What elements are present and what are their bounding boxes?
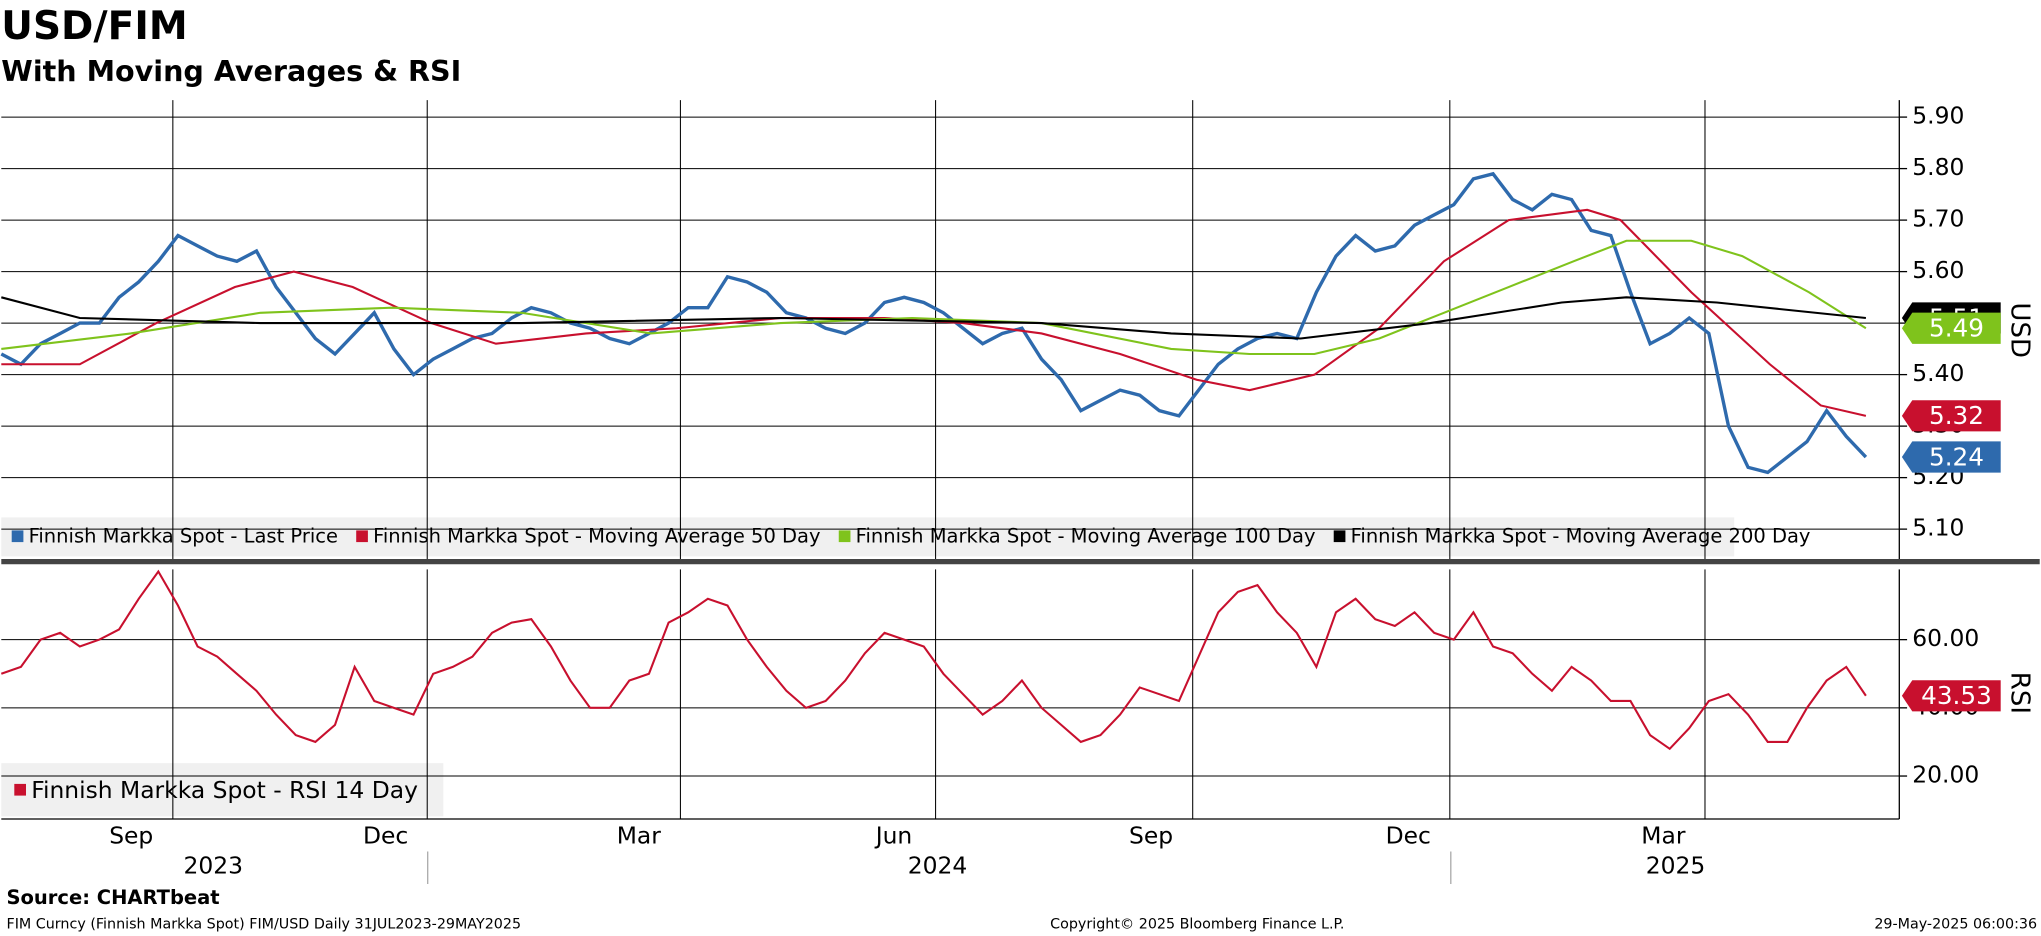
year-label: 2025 — [1646, 852, 1706, 880]
x-tick-label: Dec — [1386, 822, 1431, 850]
series-line — [1, 296, 1866, 340]
x-tick-label: Jun — [874, 822, 913, 850]
y-tick-label: 5.90 — [1912, 102, 1964, 130]
value-tag — [1901, 312, 2001, 344]
y-tick-label: 5.60 — [1912, 256, 1964, 284]
y-axis-label: USD — [2004, 302, 2034, 358]
year-label: 2024 — [908, 852, 968, 880]
y-tick-label: 20.00 — [1912, 761, 1979, 789]
series-line — [0, 569, 1867, 751]
y-tick-label: 5.70 — [1912, 205, 1964, 233]
x-tick-label: Mar — [617, 822, 662, 850]
legend-label: Finnish Markka Spot - Moving Average 100… — [856, 524, 1316, 547]
x-tick-label: Sep — [1129, 822, 1173, 850]
value-tag-label: 5.24 — [1929, 442, 1984, 471]
series-line — [1, 208, 1867, 417]
value-tag-label: 43.53 — [1921, 681, 1992, 710]
series-line — [0, 171, 1868, 475]
series-line — [1, 239, 1867, 356]
x-tick-label: Dec — [363, 822, 408, 850]
y-tick-label: 5.80 — [1912, 153, 1964, 181]
legend-label: Finnish Markka Spot - Moving Average 50 … — [373, 524, 820, 547]
description: FIM Curncy (Finnish Markka Spot) FIM/USD… — [7, 916, 522, 932]
y-axis-label: RSI — [2004, 672, 2034, 714]
value-tag-label: 5.32 — [1929, 401, 1984, 430]
value-tag — [1901, 680, 2001, 712]
legend-swatch — [838, 530, 851, 543]
value-tag — [1901, 400, 2001, 432]
y-tick-label: 5.40 — [1912, 359, 1964, 387]
year-label: 2023 — [184, 852, 244, 880]
copyright: Copyright© 2025 Bloomberg Finance L.P. — [1050, 916, 1344, 932]
legend-label: Finnish Markka Spot - Moving Average 200… — [1351, 524, 1811, 547]
legend-swatch — [14, 783, 26, 796]
y-tick-label: 60.00 — [1912, 624, 1979, 652]
chart-subtitle: With Moving Averages & RSI — [1, 54, 461, 88]
x-tick-label: Sep — [109, 822, 153, 850]
value-tag-label: 5.49 — [1929, 314, 1984, 343]
legend-band — [1, 763, 444, 817]
legend-swatch — [356, 530, 368, 543]
chart-title: USD/FIM — [1, 4, 187, 49]
legend-swatch — [11, 530, 24, 543]
x-tick-label: Mar — [1641, 822, 1686, 850]
source: Source: CHARTbeat — [7, 886, 220, 909]
legend-label: Finnish Markka Spot - RSI 14 Day — [31, 776, 418, 804]
y-tick-label: 5.10 — [1912, 514, 1964, 542]
timestamp: 29-May-2025 06:00:36 — [1874, 916, 2037, 932]
legend-label: Finnish Markka Spot - Last Price — [29, 524, 338, 547]
value-tag — [1901, 441, 2001, 473]
legend-band — [1, 517, 1735, 557]
legend-swatch — [1333, 530, 1346, 543]
